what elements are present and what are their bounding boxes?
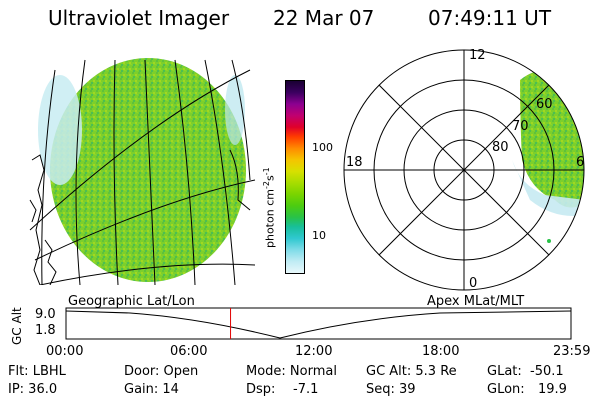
colorbar-tick-100: 100 <box>312 141 333 154</box>
mlat-label-80: 80 <box>492 140 509 155</box>
geographic-map-label: Geographic Lat/Lon <box>68 294 195 309</box>
orbit-altitude-curve <box>65 310 572 339</box>
glon-info-value: 19.9 <box>538 382 567 397</box>
glat-info-value: -50.1 <box>530 364 564 379</box>
apex-map-label: Apex MLat/MLT <box>427 294 525 309</box>
colorbar <box>285 80 305 274</box>
instrument-title: Ultraviolet Imager <box>48 6 230 30</box>
timeline-xtick-0: 00:00 <box>46 344 84 359</box>
mlt-label-0: 0 <box>469 276 478 291</box>
timeline-xtick-3: 18:00 <box>422 344 460 359</box>
mlt-label-6: 6 <box>576 155 585 170</box>
timeline-xtick-1: 06:00 <box>170 344 208 359</box>
mlt-label-18: 18 <box>346 155 363 170</box>
gc-alt-info: GC Alt: 5.3 Re <box>366 364 457 379</box>
gain-info: Gain: 14 <box>124 382 179 397</box>
dsp-info-value: -7.1 <box>293 382 319 397</box>
mlt-label-12: 12 <box>469 48 486 63</box>
colorbar-tick-10: 10 <box>312 229 326 242</box>
timeline-ytick-bottom: 1.8 <box>35 323 56 338</box>
seq-info: Seq: 39 <box>366 382 416 397</box>
date-title: 22 Mar 07 <box>273 6 375 30</box>
mode-info: Mode: Normal <box>246 364 337 379</box>
geo-aurora-glow <box>50 58 246 282</box>
timeline-ytick-top: 9.0 <box>35 307 56 322</box>
timeline-xtick-4: 23:59 <box>553 344 591 359</box>
mlat-label-70: 70 <box>512 119 529 134</box>
glon-info-label: GLon: <box>487 382 525 397</box>
ip-info: IP: 36.0 <box>8 382 58 397</box>
mlat-label-60: 60 <box>536 97 553 112</box>
dsp-info-label: Dsp: <box>246 382 276 397</box>
filter-info: Flt: LBHL <box>8 364 66 379</box>
time-title: 07:49:11 UT <box>428 6 552 30</box>
door-info: Door: Open <box>124 364 199 379</box>
glat-info-label: GLat: <box>487 364 522 379</box>
timeline-xtick-2: 12:00 <box>295 344 333 359</box>
